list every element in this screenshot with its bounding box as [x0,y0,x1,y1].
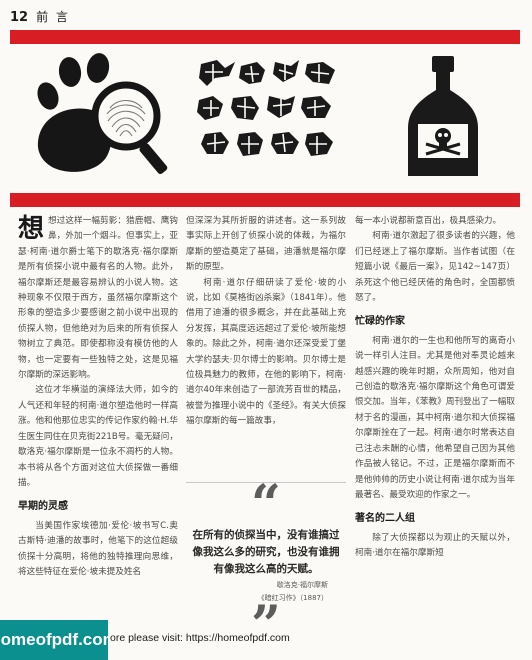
quote-text: 在所有的侦探当中，没有谁搞过像我这么多的研究，也没有谁拥有像我这么高的天赋。 [192,529,340,575]
pull-quote: “ 在所有的侦探当中，没有谁搞过像我这么多的研究，也没有谁拥有像我这么高的天赋。… [186,474,346,652]
text-column-1: 想想过这样一幅剪影：猎鹿帽、鹰钩鼻，外加一个烟斗。但事实上，亚瑟·柯南·道尔爵士… [18,214,178,580]
paragraph: 柯南·道尔的一生也和他所写的离奇小说一样引人注目。尤其是他对奉灵论越来越感兴趣的… [355,335,515,500]
watermark-bar: homeofpdf.com ore please visit: https://… [0,620,532,660]
page-header: 12 前 言 [10,8,70,25]
text-column-3: 每一本小说都新意百出，极具感染力。 柯南·道尔激起了很多读者的兴趣，他们已经迷上… [355,214,515,562]
paragraph: 这位才华横溢的演绎法大师，如今的人气还和年轻的柯南·道尔塑造他时一样高涨。他和他… [18,385,178,488]
paragraph: 除了大侦探都以为观止的天赋以外，柯南·道尔在福尔摩斯短 [355,532,515,559]
dancing-men-icon [195,56,345,176]
quote-attribution: 歇洛克·福尔摩斯 [276,581,328,589]
paragraph: 柯南·道尔仔细研读了爱伦·坡的小说，比如《莫格街凶杀案》（1841年）。他借用了… [186,277,346,427]
paragraph: 但深深为其所折服的讲述者。这一系列故事实际上开创了侦探小说的体裁，为福尔摩斯的塑… [186,216,346,273]
subheading: 早期的灵感 [18,501,68,513]
paragraph: 想想过这样一幅剪影：猎鹿帽、鹰钩鼻，外加一个烟斗。但事实上，亚瑟·柯南·道尔爵士… [18,214,178,383]
paragraph: 柯南·道尔激起了很多读者的兴趣，他们已经迷上了福尔摩斯。当作者试图（在短篇小说《… [355,231,515,304]
watermark-badge[interactable]: homeofpdf.com [0,620,118,660]
close-quote-icon: ” [251,595,281,656]
quote-source: 《暗红习作》（1887） [257,594,328,602]
drop-cap: 想 [18,214,45,244]
paragraph: 当美国作家埃德加·爱伦·坡书写C.奥古斯特·迪潘的故事时，他笔下的这位超级侦探十… [18,520,178,577]
skull-bottle-icon [398,52,488,182]
open-quote-icon: “ [251,474,281,535]
paragraph-text: 想过这样一幅剪影：猎鹿帽、鹰钩鼻，外加一个烟斗。但事实上，亚瑟·柯南·道尔爵士笔… [18,216,178,381]
text-column-2: 但深深为其所折服的讲述者。这一系列故事实际上开创了侦探小说的体裁，为福尔摩斯的塑… [186,214,346,430]
paragraph: 每一本小说都新意百出，极具感染力。 [355,216,502,226]
subheading: 著名的二人组 [355,513,415,525]
page-number: 12 [10,10,29,25]
magnifying-glass-paw-icon [30,50,180,190]
bottom-red-band [10,193,520,207]
top-red-band [10,30,520,44]
watermark-link[interactable]: ore please visit: https://homeofpdf.com [110,632,290,644]
subheading: 忙碌的作家 [355,316,405,328]
section-title: 前 言 [36,10,70,24]
